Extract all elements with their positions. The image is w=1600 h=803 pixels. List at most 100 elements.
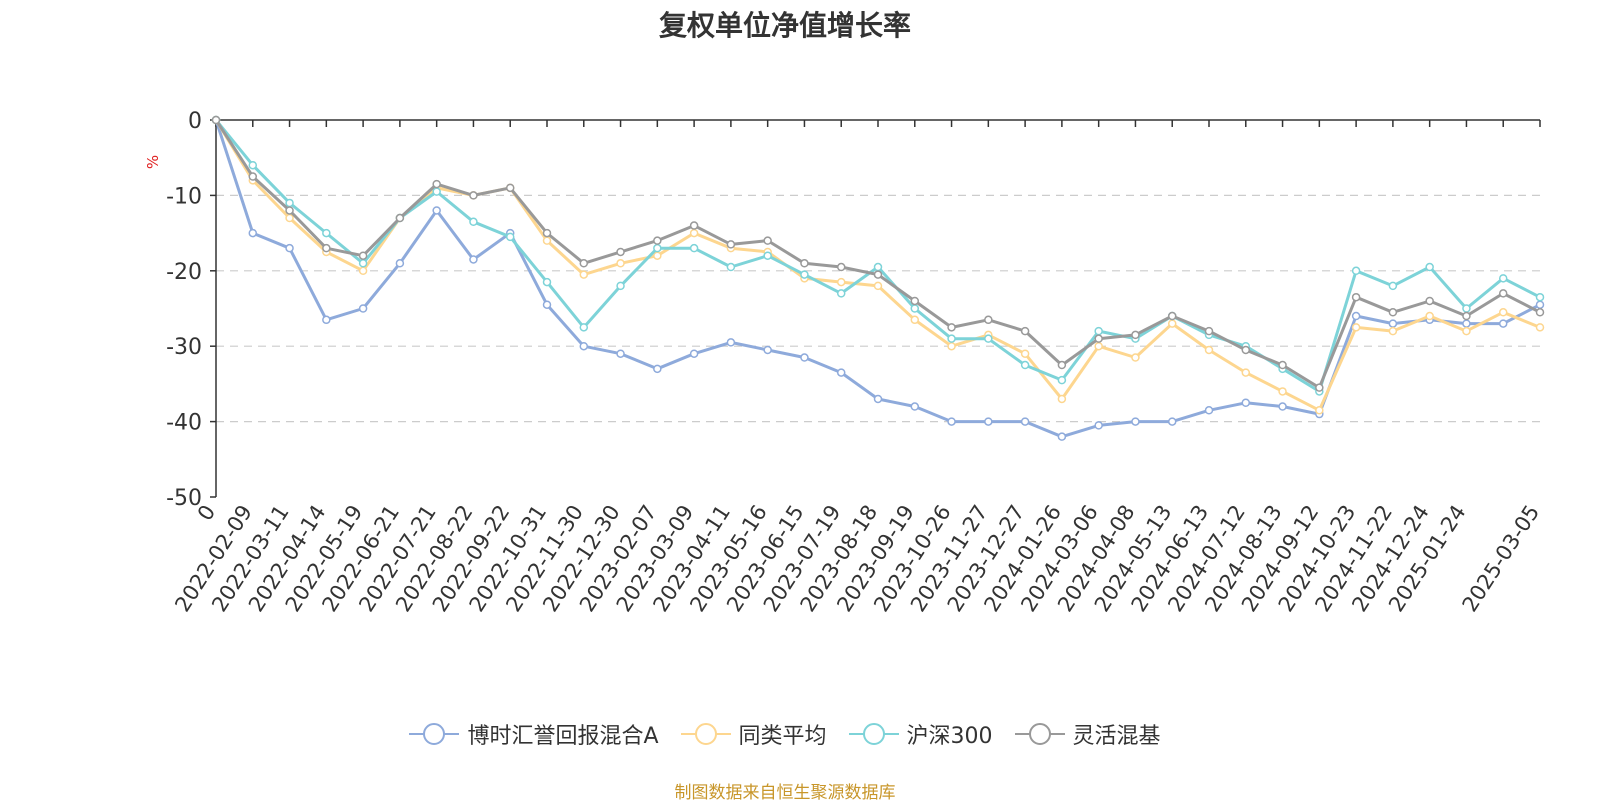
legend-item[interactable]: 灵活混基 [1014, 718, 1161, 750]
y-tick-label: -40 [166, 411, 202, 436]
data-point [800, 259, 809, 268]
data-point [358, 259, 368, 268]
data-point [1388, 326, 1398, 336]
y-tick-label: -10 [166, 184, 202, 209]
data-point [947, 334, 956, 343]
data-point [1498, 308, 1508, 317]
data-point [248, 172, 258, 181]
series-line-3 [214, 119, 1541, 393]
data-point [873, 281, 883, 291]
data-point [505, 183, 515, 193]
data-point [322, 315, 331, 325]
data-point [248, 228, 258, 238]
y-axis-label: % [144, 155, 162, 169]
data-point [947, 417, 956, 426]
legend-marker-icon [680, 723, 731, 745]
data-point [542, 236, 552, 245]
data-point [726, 262, 736, 272]
legend-marker-icon [1014, 723, 1065, 745]
data-point [1204, 345, 1214, 355]
data-point [1094, 326, 1103, 336]
data-point [1241, 398, 1251, 407]
y-axis-unit: % [144, 155, 162, 169]
data-point [1351, 292, 1361, 302]
data-point [800, 270, 809, 279]
data-point [395, 213, 405, 223]
legend-item[interactable]: 沪深300 [848, 718, 993, 750]
data-point [653, 364, 662, 374]
data-point [800, 353, 809, 362]
data-point [1094, 334, 1103, 343]
legend-label: 沪深300 [906, 724, 993, 749]
data-point [579, 323, 589, 332]
data-point [1425, 262, 1434, 272]
data-point [1315, 406, 1324, 415]
data-point [285, 206, 294, 215]
data-point [469, 191, 478, 200]
data-point [579, 259, 589, 268]
data-point [1498, 319, 1508, 328]
data-point [616, 259, 625, 268]
data-point [579, 270, 589, 279]
chart-title: 复权单位净值增长率 [658, 9, 911, 42]
data-point [653, 236, 662, 245]
legend-item[interactable]: 博时汇誉回报混合A [409, 718, 659, 750]
data-point [910, 296, 920, 306]
y-tick-label: -20 [166, 260, 202, 285]
data-point [1094, 421, 1103, 430]
data-point [1462, 311, 1471, 321]
data-point [1535, 292, 1545, 302]
data-point [836, 289, 846, 298]
data-point [726, 240, 736, 249]
data-point [1535, 308, 1545, 317]
data-point [1057, 360, 1067, 370]
data-point [1462, 304, 1471, 313]
data-point [432, 206, 441, 215]
data-point [1278, 402, 1287, 411]
data-point [248, 160, 258, 170]
data-point [1167, 311, 1177, 321]
data-point [984, 315, 993, 325]
data-point [726, 338, 736, 347]
legend-item[interactable]: 同类平均 [680, 718, 827, 750]
data-point [285, 198, 294, 208]
data-point [1020, 417, 1030, 426]
data-point [984, 417, 993, 426]
data-point [910, 304, 920, 313]
data-point [542, 300, 552, 309]
legend: 博时汇誉回报混合A 同类平均 沪深300 灵活混基 [0, 718, 1570, 750]
data-point [395, 259, 405, 268]
data-point [1057, 375, 1067, 385]
source-note: 制图数据来自恒生聚源数据库 [674, 783, 896, 803]
data-point [285, 213, 294, 223]
data-point [1388, 319, 1398, 328]
data-point [1388, 281, 1398, 291]
data-point [616, 281, 625, 291]
data-point [1094, 341, 1103, 351]
data-point [1498, 289, 1508, 298]
data-point [1535, 323, 1545, 332]
y-tick-label: -50 [166, 486, 202, 511]
series-line-4 [214, 119, 1541, 390]
data-point [653, 251, 662, 260]
data-point [763, 236, 772, 245]
data-point [689, 228, 699, 238]
legend-label: 同类平均 [738, 724, 827, 749]
legend-label: 博时汇誉回报混合A [467, 724, 659, 749]
data-point [1020, 326, 1030, 336]
line-chart: 0-10-20-30-40-5002022-02-092022-03-11202… [144, 109, 1545, 616]
data-point [1020, 360, 1030, 370]
data-point [542, 228, 552, 238]
data-point [1498, 274, 1508, 283]
data-point [1351, 311, 1361, 321]
data-point [469, 217, 478, 227]
data-point [1204, 406, 1214, 415]
data-point [1388, 308, 1398, 317]
data-point [873, 394, 883, 404]
data-point [1462, 319, 1471, 328]
data-point [1315, 383, 1324, 392]
data-point [1351, 323, 1361, 332]
y-tick-label: -30 [166, 335, 202, 360]
data-point [285, 243, 294, 253]
axes: 0-10-20-30-40-5002022-02-092022-03-11202… [166, 109, 1544, 616]
